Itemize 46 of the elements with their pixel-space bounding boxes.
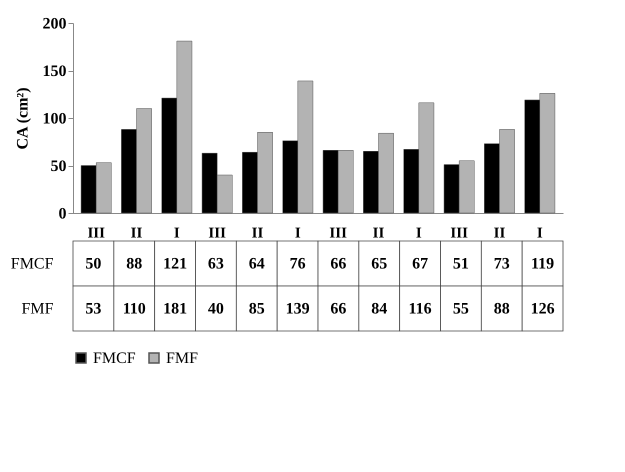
x-tick-label: II — [252, 226, 264, 242]
data-label: 88 — [494, 300, 510, 318]
data-label: 119 — [531, 256, 554, 272]
data-label: 76 — [290, 256, 306, 272]
x-tick-label: I — [294, 226, 301, 242]
data-label: 53 — [85, 300, 102, 318]
data-label: 84 — [371, 300, 388, 318]
data-label: 67 — [412, 256, 428, 272]
x-tick-label: III — [329, 226, 348, 242]
x-tick-label: III — [208, 226, 226, 242]
y-tick-label: 50 — [50, 158, 66, 175]
data-label: 51 — [452, 256, 469, 272]
x-tick-label: III — [450, 226, 468, 242]
data-label: 63 — [208, 256, 224, 272]
x-tick-label: III — [87, 226, 106, 242]
legend-label: FMCF — [93, 350, 136, 367]
data-label: 181 — [163, 300, 188, 318]
data-label: 66 — [330, 300, 346, 318]
y-tick-label: 150 — [42, 63, 66, 80]
data-label: 116 — [408, 300, 432, 318]
x-tick-label: II — [494, 226, 506, 242]
y-tick-label: 200 — [42, 16, 66, 32]
text: FMCF — [10, 256, 54, 272]
data-label: 66 — [330, 256, 346, 272]
data-label: 64 — [248, 256, 265, 272]
data-label: 73 — [494, 256, 510, 272]
data-label: 139 — [286, 300, 310, 318]
data-label: 55 — [452, 300, 469, 318]
legend-label: FMF — [166, 350, 198, 367]
x-tick-label: I — [536, 226, 543, 242]
data-label: 85 — [248, 300, 265, 318]
x-tick-label: II — [372, 226, 384, 242]
data-label: 126 — [530, 300, 555, 318]
y-tick-label: 100 — [42, 110, 66, 128]
data-label: 50 — [85, 256, 102, 272]
data-label: 121 — [163, 256, 188, 272]
data-label: 65 — [371, 256, 388, 272]
text: FMF — [21, 300, 54, 318]
x-tick-label: II — [130, 226, 143, 242]
y-tick-label: 0 — [58, 206, 66, 222]
data-label: 40 — [208, 300, 224, 318]
data-label: 110 — [122, 300, 146, 318]
x-tick-label: I — [174, 226, 180, 242]
y-axis-title: CA (cm²) — [14, 87, 32, 150]
data-label: 88 — [126, 256, 142, 272]
x-tick-label: I — [416, 226, 422, 242]
